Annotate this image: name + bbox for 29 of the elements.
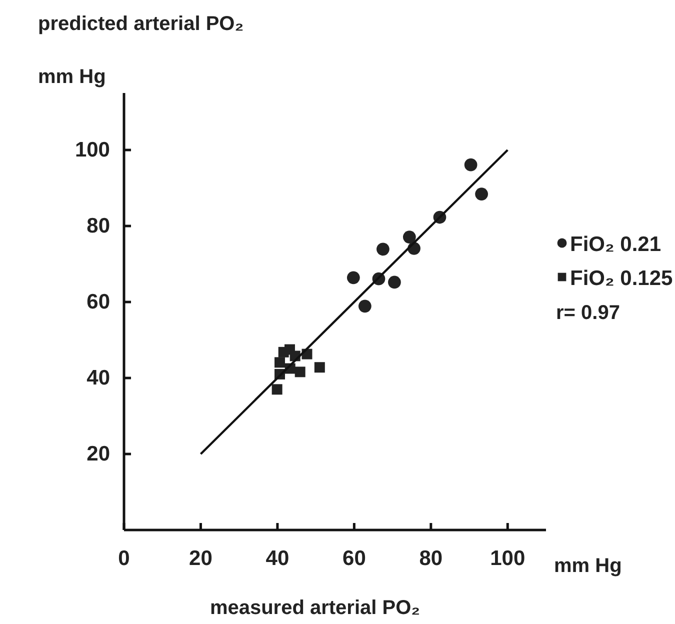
legend-label: FiO₂ 0.21: [570, 233, 662, 256]
x-tick-label: 100: [490, 546, 526, 570]
y-tick-label: 60: [86, 290, 110, 314]
point: [314, 362, 325, 373]
y-tick-label: 80: [86, 214, 110, 238]
x-tick-label: 80: [419, 546, 443, 570]
y-axis-title: predicted arterial PO₂: [38, 13, 244, 35]
text: r= 0.97: [556, 302, 620, 324]
text: mm Hg: [554, 555, 622, 577]
x-tick-label: 20: [189, 546, 212, 570]
y-tick-label: 20: [86, 442, 110, 466]
point: [402, 230, 416, 244]
point: [376, 242, 390, 256]
point: [346, 271, 360, 284]
x-tick-label: 40: [266, 546, 290, 570]
point: [388, 276, 401, 289]
point: [358, 300, 372, 313]
x-tick-label: 0: [118, 546, 130, 570]
x-tick-label: 60: [342, 546, 366, 570]
y-tick-label: 100: [74, 138, 110, 162]
point: [294, 366, 306, 378]
y-tick-label: 40: [86, 366, 110, 390]
legend-label: FiO₂ 0.125: [570, 267, 674, 290]
point: [464, 158, 478, 172]
point: [475, 188, 488, 200]
x-axis-title: measured arterial PO₂: [210, 597, 420, 619]
point: [272, 384, 282, 395]
point: [274, 357, 285, 368]
text: mm Hg: [38, 66, 106, 88]
